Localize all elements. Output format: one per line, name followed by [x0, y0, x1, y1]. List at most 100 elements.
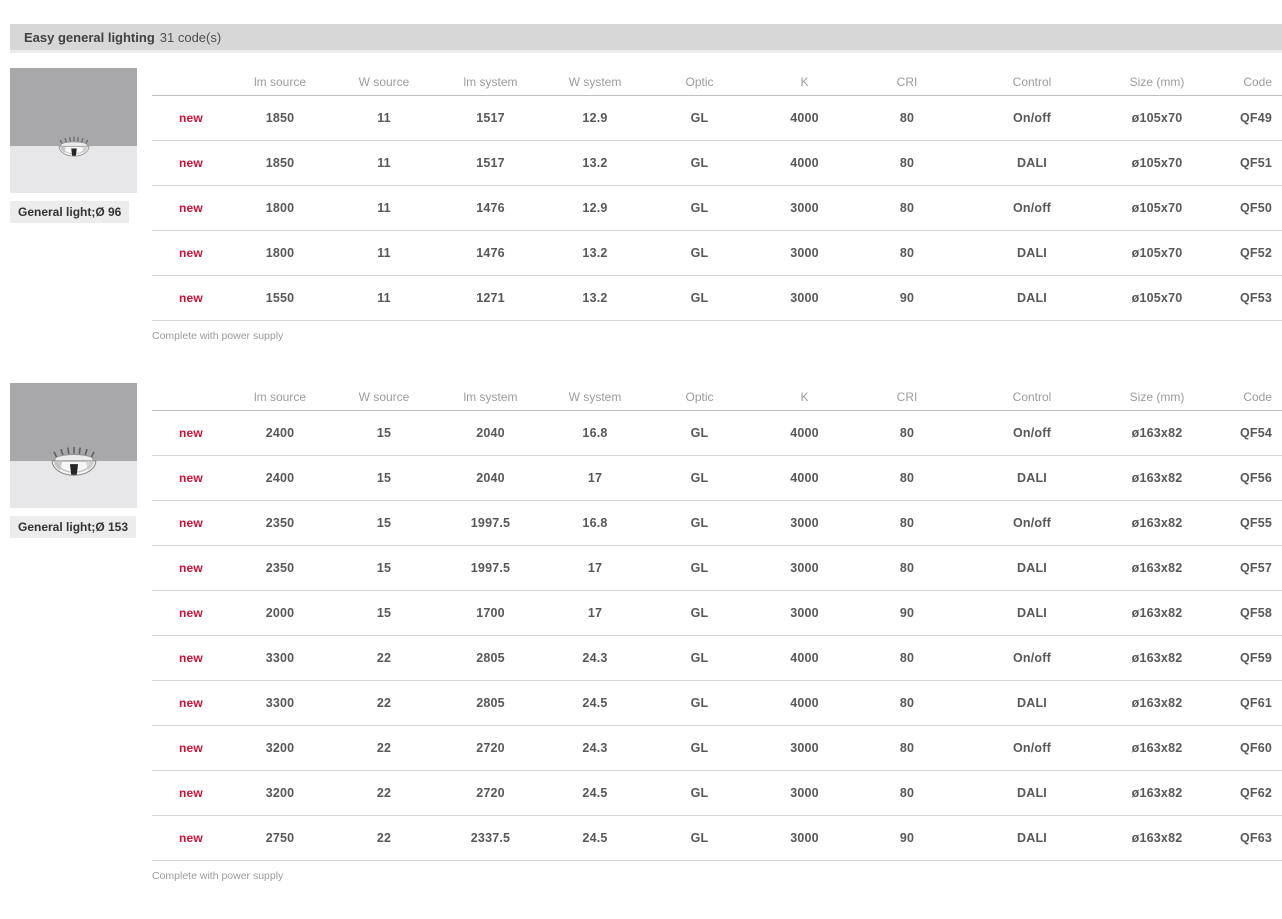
cell-lm-source: 3300: [230, 635, 330, 681]
cell-cri: 80: [857, 455, 957, 501]
cell-optic: GL: [647, 590, 752, 636]
cell-control: DALI: [957, 140, 1107, 186]
cell-lm-system: 2337.5: [438, 815, 543, 861]
cell-w-source: 15: [330, 590, 438, 636]
column-header-optic: Optic: [647, 383, 752, 411]
cell-w-source: 15: [330, 500, 438, 546]
cell-cri: 80: [857, 770, 957, 816]
cell-w-source: 11: [330, 140, 438, 186]
cell-w-source: 22: [330, 725, 438, 771]
table-row: new 3300 22 2805 24.5 GL 4000 80 DALI ø163x82 QF61: [152, 680, 1282, 726]
cell-k: 4000: [752, 410, 857, 456]
cell-lm-system: 1997.5: [438, 545, 543, 591]
table-row: new 1550 11 1271 13.2 GL 3000 90 DALI ø105x70 QF53: [152, 275, 1282, 321]
product-column: General light;Ø 153: [10, 383, 137, 538]
cell-w-system: 16.8: [543, 410, 647, 456]
cell-code: QF50: [1207, 185, 1282, 231]
cell-lm-source: 2400: [230, 455, 330, 501]
cell-control: DALI: [957, 680, 1107, 726]
column-header-k: K: [752, 68, 857, 96]
column-header-new: [152, 68, 230, 96]
cell-size-mm: ø105x70: [1107, 230, 1207, 276]
cell-size-mm: ø163x82: [1107, 545, 1207, 591]
cell-code: QF61: [1207, 680, 1282, 726]
new-badge: new: [152, 500, 230, 546]
spec-table-container: lm source W source lm system W system Optic K…: [152, 383, 1282, 882]
cell-optic: GL: [647, 725, 752, 771]
cell-cri: 80: [857, 725, 957, 771]
table-row: new 3300 22 2805 24.3 GL 4000 80 On/off ø163x82 QF…: [152, 635, 1282, 681]
new-badge: new: [152, 140, 230, 186]
column-header-cri: CRI: [857, 68, 957, 96]
new-badge: new: [152, 275, 230, 321]
cell-lm-source: 2000: [230, 590, 330, 636]
column-header-code: Code: [1207, 383, 1282, 411]
cell-k: 3000: [752, 230, 857, 276]
cell-cri: 90: [857, 815, 957, 861]
new-badge: new: [152, 680, 230, 726]
product-image: [10, 68, 137, 193]
cell-lm-system: 2040: [438, 410, 543, 456]
cell-w-system: 24.3: [543, 725, 647, 771]
cell-w-source: 22: [330, 635, 438, 681]
cell-cri: 80: [857, 545, 957, 591]
cell-lm-source: 2350: [230, 545, 330, 591]
cell-cri: 80: [857, 185, 957, 231]
group-header-bar[interactable]: Easy general lighting 31 code(s): [10, 24, 1282, 53]
cell-control: DALI: [957, 770, 1107, 816]
cell-w-system: 24.5: [543, 680, 647, 726]
table-row: new 2000 15 1700 17 GL 3000 90 DALI ø163x82 QF58: [152, 590, 1282, 636]
cell-k: 4000: [752, 455, 857, 501]
cell-optic: GL: [647, 680, 752, 726]
cell-code: QF49: [1207, 95, 1282, 141]
cell-w-system: 16.8: [543, 500, 647, 546]
table-row: new 1850 11 1517 13.2 GL 4000 80 DALI ø105x70 QF51: [152, 140, 1282, 186]
cell-optic: GL: [647, 770, 752, 816]
cell-control: DALI: [957, 455, 1107, 501]
table-row: new 2400 15 2040 16.8 GL 4000 80 On/off ø163x82 QF…: [152, 410, 1282, 456]
cell-k: 3000: [752, 185, 857, 231]
new-badge: new: [152, 635, 230, 681]
group-code-count: 31 code(s): [159, 29, 222, 45]
cell-k: 4000: [752, 95, 857, 141]
cell-w-system: 12.9: [543, 185, 647, 231]
cell-w-source: 15: [330, 545, 438, 591]
cell-code: QF55: [1207, 500, 1282, 546]
new-badge: new: [152, 230, 230, 276]
column-header-lm-system: lm system: [438, 68, 543, 96]
cell-size-mm: ø163x82: [1107, 725, 1207, 771]
column-header-w-source: W source: [330, 383, 438, 411]
cell-w-source: 22: [330, 770, 438, 816]
cell-k: 3000: [752, 590, 857, 636]
cell-lm-source: 2750: [230, 815, 330, 861]
table-row: new 3200 22 2720 24.3 GL 3000 80 On/off ø163x82 QF…: [152, 725, 1282, 771]
cell-w-system: 24.5: [543, 815, 647, 861]
cell-k: 3000: [752, 725, 857, 771]
cell-code: QF51: [1207, 140, 1282, 186]
cell-optic: GL: [647, 410, 752, 456]
spec-table: lm source W source lm system W system Optic K…: [152, 383, 1282, 861]
cell-w-source: 11: [330, 275, 438, 321]
cell-control: On/off: [957, 635, 1107, 681]
cell-code: QF58: [1207, 590, 1282, 636]
column-header-lm-source: lm source: [230, 383, 330, 411]
cell-code: QF62: [1207, 770, 1282, 816]
cell-lm-source: 1800: [230, 185, 330, 231]
new-badge: new: [152, 410, 230, 456]
table-row: new 1800 11 1476 12.9 GL 3000 80 On/off ø105x70 QF…: [152, 185, 1282, 231]
cell-control: DALI: [957, 275, 1107, 321]
cell-cri: 80: [857, 635, 957, 681]
cell-optic: GL: [647, 545, 752, 591]
table-header-row: lm source W source lm system W system Optic K…: [152, 68, 1282, 96]
cell-k: 4000: [752, 680, 857, 726]
cell-w-source: 15: [330, 410, 438, 456]
cell-w-source: 22: [330, 680, 438, 726]
cell-w-system: 13.2: [543, 230, 647, 276]
cell-lm-system: 2720: [438, 770, 543, 816]
cell-lm-source: 2350: [230, 500, 330, 546]
product-sections: General light;Ø 96 lm source W source lm s…: [0, 68, 1282, 882]
cell-control: On/off: [957, 725, 1107, 771]
table-row: new 2400 15 2040 17 GL 4000 80 DALI ø163x82 QF56: [152, 455, 1282, 501]
new-badge: new: [152, 815, 230, 861]
new-badge: new: [152, 95, 230, 141]
